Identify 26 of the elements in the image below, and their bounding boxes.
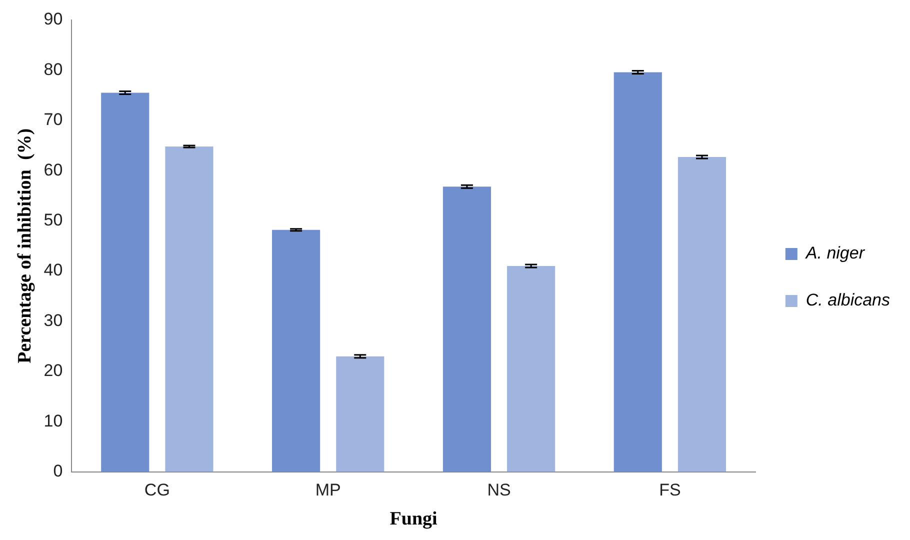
y-tick-label: 60 xyxy=(44,160,63,180)
y-tick-label: 40 xyxy=(44,260,63,280)
y-tick-label: 20 xyxy=(44,361,63,380)
bar xyxy=(272,230,320,472)
y-tick-label: 80 xyxy=(44,60,63,79)
x-tick-label: MP xyxy=(315,480,341,500)
y-tick-label: 70 xyxy=(44,110,63,130)
y-axis-title: Percentage of inhibition (%) xyxy=(14,128,36,364)
bar xyxy=(442,186,492,472)
bar xyxy=(507,266,556,472)
bar xyxy=(101,92,150,472)
y-tick-label: 90 xyxy=(44,10,63,29)
bar xyxy=(336,356,384,472)
y-tick-label: 10 xyxy=(44,411,63,430)
y-tick-label: 0 xyxy=(53,461,63,480)
x-tick-label: FS xyxy=(659,480,681,500)
bar xyxy=(614,72,662,472)
bar xyxy=(165,146,214,472)
x-axis-title: Fungi xyxy=(390,508,438,530)
bar xyxy=(678,157,726,472)
x-tick-label: CG xyxy=(144,480,170,500)
legend-label: C. albicans xyxy=(806,290,890,310)
legend-label: A. niger xyxy=(804,244,866,263)
y-tick-label: 30 xyxy=(44,310,63,330)
y-tick-label: 50 xyxy=(44,210,63,230)
x-tick-label: NS xyxy=(487,480,511,500)
